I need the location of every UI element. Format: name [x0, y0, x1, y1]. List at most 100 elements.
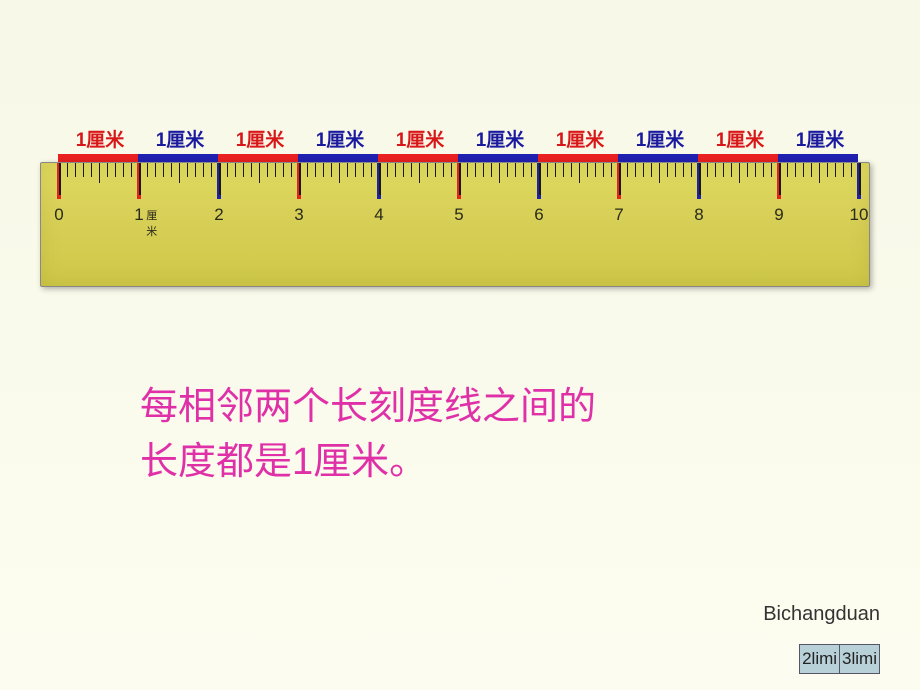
ruler-number-6: 6: [534, 205, 543, 225]
tick: [739, 163, 740, 183]
tick: [723, 163, 724, 177]
tick: [683, 163, 684, 177]
segment-2: [218, 154, 298, 162]
cm-label-1: 1厘米: [140, 125, 220, 152]
tick: [139, 163, 141, 195]
tick: [323, 163, 324, 177]
tick: [251, 163, 252, 177]
tick: [171, 163, 172, 177]
tick: [547, 163, 548, 177]
tick: [131, 163, 132, 177]
tick: [339, 163, 340, 183]
tick: [195, 163, 196, 177]
tick: [483, 163, 484, 177]
tick: [651, 163, 652, 177]
tick: [387, 163, 388, 177]
tick: [587, 163, 588, 177]
ruler-section: 1厘米1厘米1厘米1厘米1厘米1厘米1厘米1厘米1厘米1厘米 01厘米23456…: [40, 125, 880, 287]
footer-buttons: 2limi 3limi: [800, 644, 880, 674]
tick: [539, 163, 541, 195]
tick: [299, 163, 301, 195]
tick: [659, 163, 660, 183]
button-2limi[interactable]: 2limi: [799, 644, 840, 674]
tick: [851, 163, 852, 177]
tick: [835, 163, 836, 177]
tick: [115, 163, 116, 177]
tick: [435, 163, 436, 177]
tick: [643, 163, 644, 177]
tick: [451, 163, 452, 177]
tick: [347, 163, 348, 177]
cm-label-7: 1厘米: [620, 125, 700, 152]
tick-marks: [41, 163, 869, 201]
tick: [123, 163, 124, 177]
button-3limi[interactable]: 3limi: [839, 644, 880, 674]
tick: [371, 163, 372, 177]
tick: [715, 163, 716, 177]
tick: [427, 163, 428, 177]
segment-5: [458, 154, 538, 162]
tick: [75, 163, 76, 177]
color-segments-row: [40, 154, 880, 162]
tick: [507, 163, 508, 177]
tick: [595, 163, 596, 177]
tick: [83, 163, 84, 177]
tick: [395, 163, 396, 177]
ruler-unit-text: 厘米: [146, 207, 157, 239]
tick: [803, 163, 804, 177]
tick: [731, 163, 732, 177]
segment-6: [538, 154, 618, 162]
segment-7: [618, 154, 698, 162]
tick: [315, 163, 316, 177]
tick: [675, 163, 676, 177]
tick: [91, 163, 92, 177]
tick: [635, 163, 636, 177]
cm-labels-row: 1厘米1厘米1厘米1厘米1厘米1厘米1厘米1厘米1厘米1厘米: [40, 125, 880, 152]
tick: [827, 163, 828, 177]
tick: [363, 163, 364, 177]
cm-label-5: 1厘米: [460, 125, 540, 152]
ruler-number-4: 4: [374, 205, 383, 225]
ruler-body: 01厘米2345678910: [40, 162, 870, 287]
ruler-number-5: 5: [454, 205, 463, 225]
tick: [603, 163, 604, 177]
tick: [163, 163, 164, 177]
tick: [235, 163, 236, 177]
tick: [283, 163, 284, 177]
tick: [443, 163, 444, 177]
tick: [667, 163, 668, 177]
tick: [107, 163, 108, 177]
segment-9: [778, 154, 858, 162]
tick: [219, 163, 221, 195]
tick: [843, 163, 844, 177]
tick: [859, 163, 861, 195]
main-text-line2: 长度都是1厘米。: [140, 435, 596, 490]
tick: [515, 163, 516, 177]
main-text: 每相邻两个长刻度线之间的 长度都是1厘米。: [140, 380, 596, 490]
tick: [379, 163, 381, 195]
tick: [355, 163, 356, 177]
tick: [59, 163, 61, 195]
segment-8: [698, 154, 778, 162]
tick: [523, 163, 524, 177]
ruler-number-1: 1厘米: [134, 205, 143, 225]
tick: [179, 163, 180, 183]
tick: [571, 163, 572, 177]
cm-label-6: 1厘米: [540, 125, 620, 152]
segment-1: [138, 154, 218, 162]
tick: [419, 163, 420, 183]
tick: [771, 163, 772, 177]
tick: [187, 163, 188, 177]
tick: [403, 163, 404, 177]
slide: 1厘米1厘米1厘米1厘米1厘米1厘米1厘米1厘米1厘米1厘米 01厘米23456…: [0, 0, 920, 690]
tick: [691, 163, 692, 177]
tick: [147, 163, 148, 177]
cm-label-4: 1厘米: [380, 125, 460, 152]
tick: [763, 163, 764, 177]
segment-4: [378, 154, 458, 162]
tick: [779, 163, 781, 195]
tick: [459, 163, 461, 195]
cm-label-8: 1厘米: [700, 125, 780, 152]
ruler-number-9: 9: [774, 205, 783, 225]
segment-0: [58, 154, 138, 162]
